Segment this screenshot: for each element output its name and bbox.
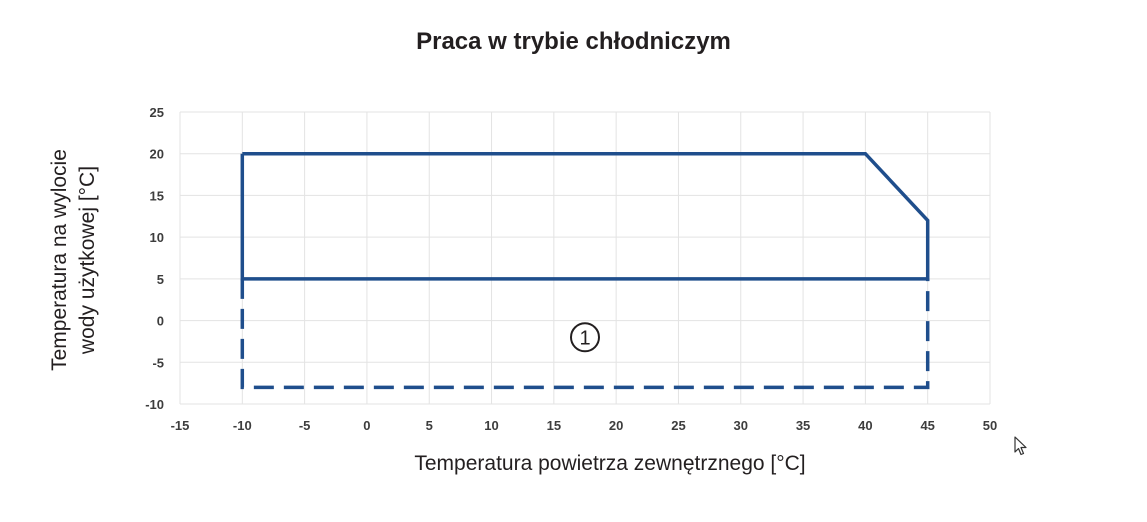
mouse-cursor-icon	[1014, 436, 1027, 456]
y-tick-label: 25	[150, 105, 164, 120]
x-tick-label: 30	[734, 418, 748, 433]
x-tick-label: 20	[609, 418, 623, 433]
y-tick-label: 5	[157, 272, 164, 287]
y-tick-label: 0	[157, 314, 164, 329]
series-line-solid	[240, 151, 930, 281]
annotation-label: 1	[579, 327, 590, 349]
x-tick-label: 5	[426, 418, 433, 433]
x-tick-label: 25	[671, 418, 685, 433]
y-tick-labels: -10 -5 0 5 10 15 20 25	[145, 105, 164, 412]
x-tick-label: -5	[299, 418, 311, 433]
y-tick-label: 15	[150, 188, 164, 203]
y-tick-label: 10	[150, 230, 164, 245]
x-tick-label: -10	[233, 418, 252, 433]
x-tick-label: 15	[547, 418, 561, 433]
grid-lines	[179, 111, 991, 405]
series-line-dashed	[240, 278, 930, 390]
x-tick-label: -15	[171, 418, 190, 433]
y-axis-label: Temperatura na wylocie wody użytkowej [°…	[46, 90, 106, 430]
x-tick-label: 40	[858, 418, 872, 433]
x-tick-label: 10	[484, 418, 498, 433]
x-axis-label: Temperatura powietrza zewnętrznego [°C]	[414, 452, 806, 475]
x-tick-labels: -15 -10 -5 0 5 10 15 20 25 30 35 40 45 50	[171, 418, 998, 433]
annotation-circle	[570, 322, 600, 353]
series-lines	[240, 151, 930, 390]
x-tick-label: 0	[363, 418, 370, 433]
y-tick-label: -5	[152, 355, 164, 370]
x-tick-label: 35	[796, 418, 810, 433]
chart-title: Praca w trybie chłodniczym	[416, 28, 731, 55]
y-axis-label-line-1: Temperatura na wylocie	[48, 149, 71, 371]
annotations: 1	[570, 322, 600, 353]
x-tick-label: 45	[920, 418, 934, 433]
x-tick-label: 50	[983, 418, 997, 433]
y-tick-label: 20	[150, 147, 164, 162]
y-tick-label: -10	[145, 397, 164, 412]
y-axis-label-line-2: wody użytkowej [°C]	[76, 165, 99, 355]
